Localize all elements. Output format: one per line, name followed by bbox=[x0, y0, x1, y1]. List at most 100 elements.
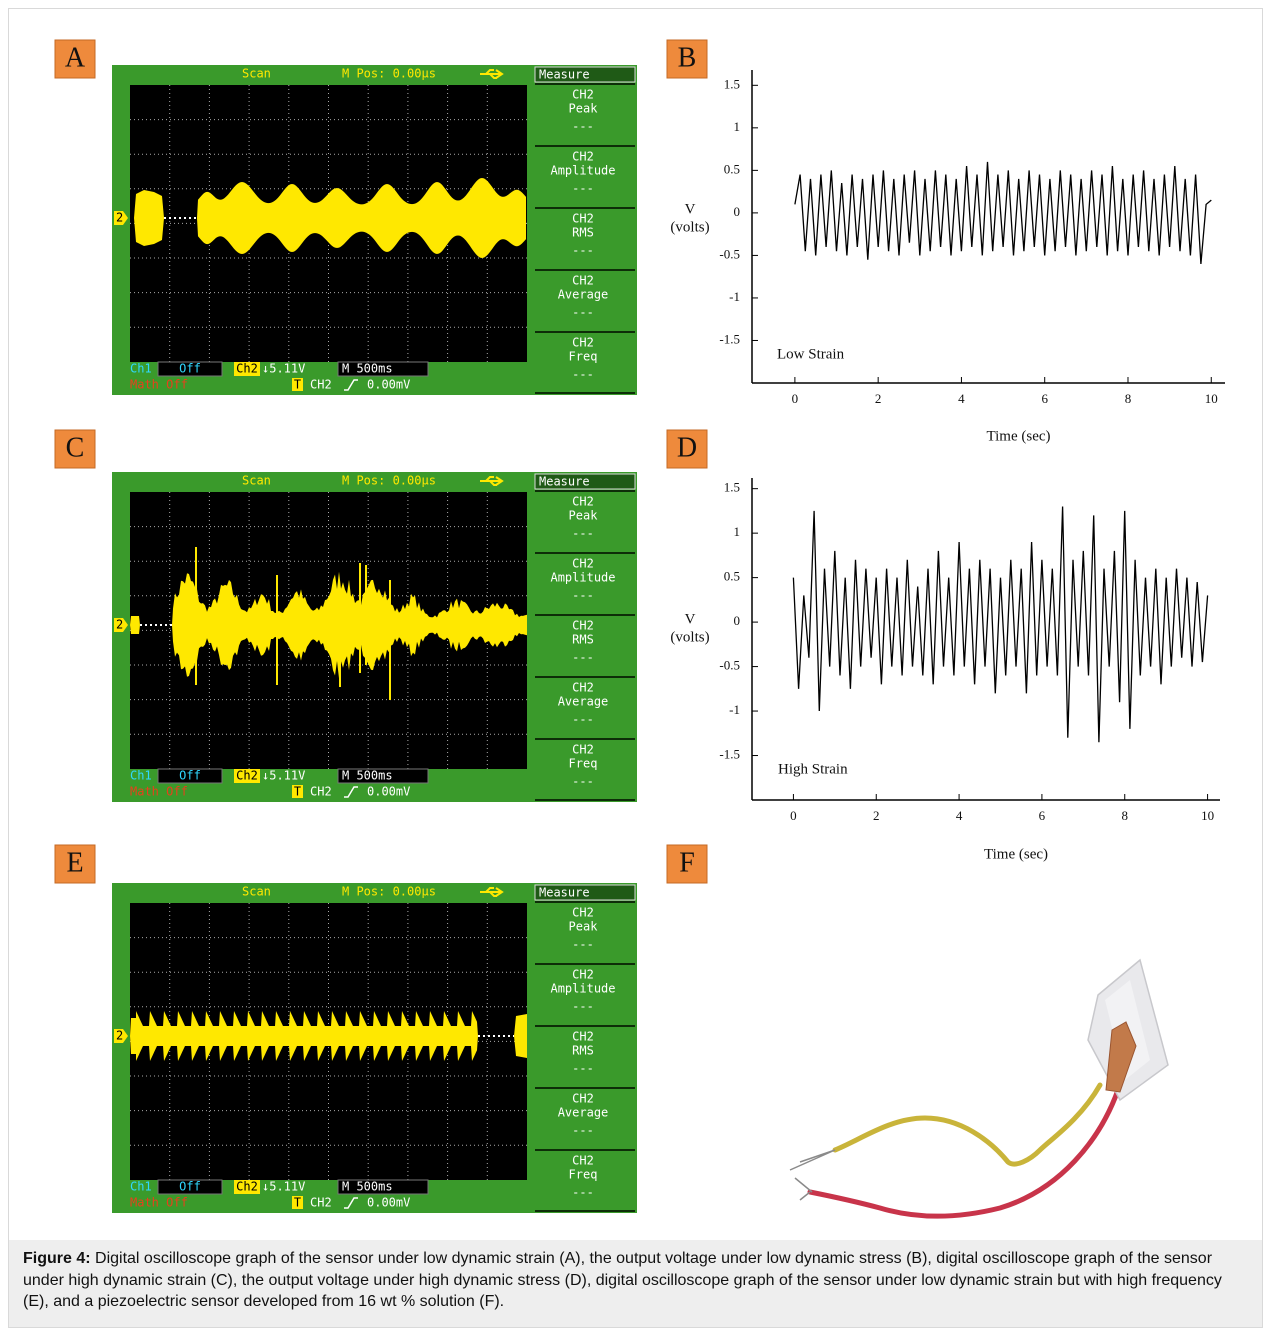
measure-channel: CH2 bbox=[572, 212, 594, 226]
channel-marker: 2 bbox=[116, 211, 123, 225]
panel-label: D bbox=[677, 432, 697, 463]
measure-value: --- bbox=[572, 182, 594, 196]
x-tick-label: 10 bbox=[1201, 808, 1214, 823]
measure-name: Peak bbox=[569, 102, 599, 116]
timebase: M 500ms bbox=[342, 1180, 393, 1194]
measure-channel: CH2 bbox=[572, 88, 594, 102]
trigger-source: CH2 bbox=[310, 378, 332, 392]
voltage-line bbox=[795, 162, 1211, 264]
caption-label: Figure 4: bbox=[23, 1250, 91, 1267]
y-axis-label: V bbox=[685, 611, 696, 627]
measure-value: --- bbox=[572, 589, 594, 603]
y-tick-label: 0 bbox=[734, 204, 741, 219]
trigger-source: CH2 bbox=[310, 1196, 332, 1210]
y-tick-label: 0.5 bbox=[724, 569, 740, 584]
measure-channel: CH2 bbox=[572, 336, 594, 350]
x-tick-label: 8 bbox=[1121, 808, 1128, 823]
measure-name: Amplitude bbox=[550, 982, 615, 996]
measure-channel: CH2 bbox=[572, 743, 594, 757]
measure-channel: CH2 bbox=[572, 1154, 594, 1168]
y-tick-label: 1.5 bbox=[724, 76, 740, 91]
measure-value: --- bbox=[572, 527, 594, 541]
x-tick-label: 10 bbox=[1205, 391, 1218, 406]
x-tick-label: 0 bbox=[792, 391, 799, 406]
measure-name: RMS bbox=[572, 226, 594, 240]
measure-value: --- bbox=[572, 938, 594, 952]
measure-value: --- bbox=[572, 120, 594, 134]
ch2-label: Ch2 bbox=[236, 1180, 258, 1194]
y-axis-label: (volts) bbox=[670, 219, 709, 235]
measure-channel: CH2 bbox=[572, 495, 594, 509]
measure-name: Freq bbox=[569, 757, 598, 771]
measure-channel: CH2 bbox=[572, 274, 594, 288]
measure-name: RMS bbox=[572, 633, 594, 647]
y-tick-label: -1.5 bbox=[719, 331, 740, 346]
measure-value: --- bbox=[572, 775, 594, 789]
scope-position: M Pos: 0.00µs bbox=[342, 885, 436, 899]
scope-mode: Scan bbox=[242, 474, 271, 488]
ch1-label: Ch1 bbox=[130, 362, 152, 376]
menu-title: Measure bbox=[539, 886, 590, 900]
measure-channel: CH2 bbox=[572, 557, 594, 571]
x-tick-label: 8 bbox=[1125, 391, 1132, 406]
y-tick-label: -0.5 bbox=[719, 246, 740, 261]
ch1-state: Off bbox=[179, 769, 201, 783]
trigger-mark: T bbox=[294, 1196, 301, 1210]
channel-marker: 2 bbox=[116, 1029, 123, 1043]
y-tick-label: 1 bbox=[734, 119, 741, 134]
caption-text: Digital oscilloscope graph of the sensor… bbox=[23, 1250, 1222, 1310]
signal-trace bbox=[134, 190, 164, 246]
panel-label: E bbox=[66, 847, 83, 878]
x-tick-label: 6 bbox=[1041, 391, 1048, 406]
timebase: M 500ms bbox=[342, 769, 393, 783]
measure-channel: CH2 bbox=[572, 1092, 594, 1106]
ch2-scale: ↓5.11V bbox=[262, 1180, 305, 1194]
measure-channel: CH2 bbox=[572, 619, 594, 633]
yellow-wire bbox=[835, 1085, 1100, 1164]
scope-position: M Pos: 0.00µs bbox=[342, 67, 436, 81]
trigger-source: CH2 bbox=[310, 785, 332, 799]
trigger-level: 0.00mV bbox=[367, 378, 410, 392]
x-tick-label: 2 bbox=[875, 391, 882, 406]
trigger-level: 0.00mV bbox=[367, 1196, 410, 1210]
measure-name: Freq bbox=[569, 350, 598, 364]
measure-name: Amplitude bbox=[550, 571, 615, 585]
y-axis-label: V bbox=[685, 201, 696, 217]
measure-value: --- bbox=[572, 244, 594, 258]
trigger-level: 0.00mV bbox=[367, 785, 410, 799]
y-tick-label: 1 bbox=[734, 524, 741, 539]
panel-label: A bbox=[65, 42, 86, 73]
measure-channel: CH2 bbox=[572, 906, 594, 920]
trigger-mark: T bbox=[294, 378, 301, 392]
caption: Figure 4: Digital oscilloscope graph of … bbox=[9, 1240, 1262, 1327]
measure-value: --- bbox=[572, 368, 594, 382]
scope-mode: Scan bbox=[242, 67, 271, 81]
signal-trace bbox=[514, 1014, 527, 1058]
y-tick-label: -1.5 bbox=[719, 747, 740, 762]
measure-value: --- bbox=[572, 713, 594, 727]
y-tick-label: -1 bbox=[729, 289, 740, 304]
ch2-label: Ch2 bbox=[236, 362, 258, 376]
red-wire bbox=[810, 1090, 1118, 1216]
ch1-label: Ch1 bbox=[130, 1180, 152, 1194]
measure-channel: CH2 bbox=[572, 968, 594, 982]
menu-title: Measure bbox=[539, 475, 590, 489]
annotation: High Strain bbox=[778, 761, 848, 777]
measure-name: Peak bbox=[569, 509, 599, 523]
panel-label: F bbox=[679, 847, 695, 878]
math-state: Math Off bbox=[130, 378, 188, 392]
math-state: Math Off bbox=[130, 785, 188, 799]
ch2-scale: ↓5.11V bbox=[262, 769, 305, 783]
y-tick-label: 1.5 bbox=[724, 480, 740, 495]
trigger-mark: T bbox=[294, 785, 301, 799]
x-tick-label: 6 bbox=[1039, 808, 1046, 823]
math-state: Math Off bbox=[130, 1196, 188, 1210]
voltage-line bbox=[793, 507, 1207, 743]
measure-channel: CH2 bbox=[572, 150, 594, 164]
measure-value: --- bbox=[572, 651, 594, 665]
ch2-scale: ↓5.11V bbox=[262, 362, 305, 376]
y-tick-label: 0 bbox=[734, 613, 741, 628]
